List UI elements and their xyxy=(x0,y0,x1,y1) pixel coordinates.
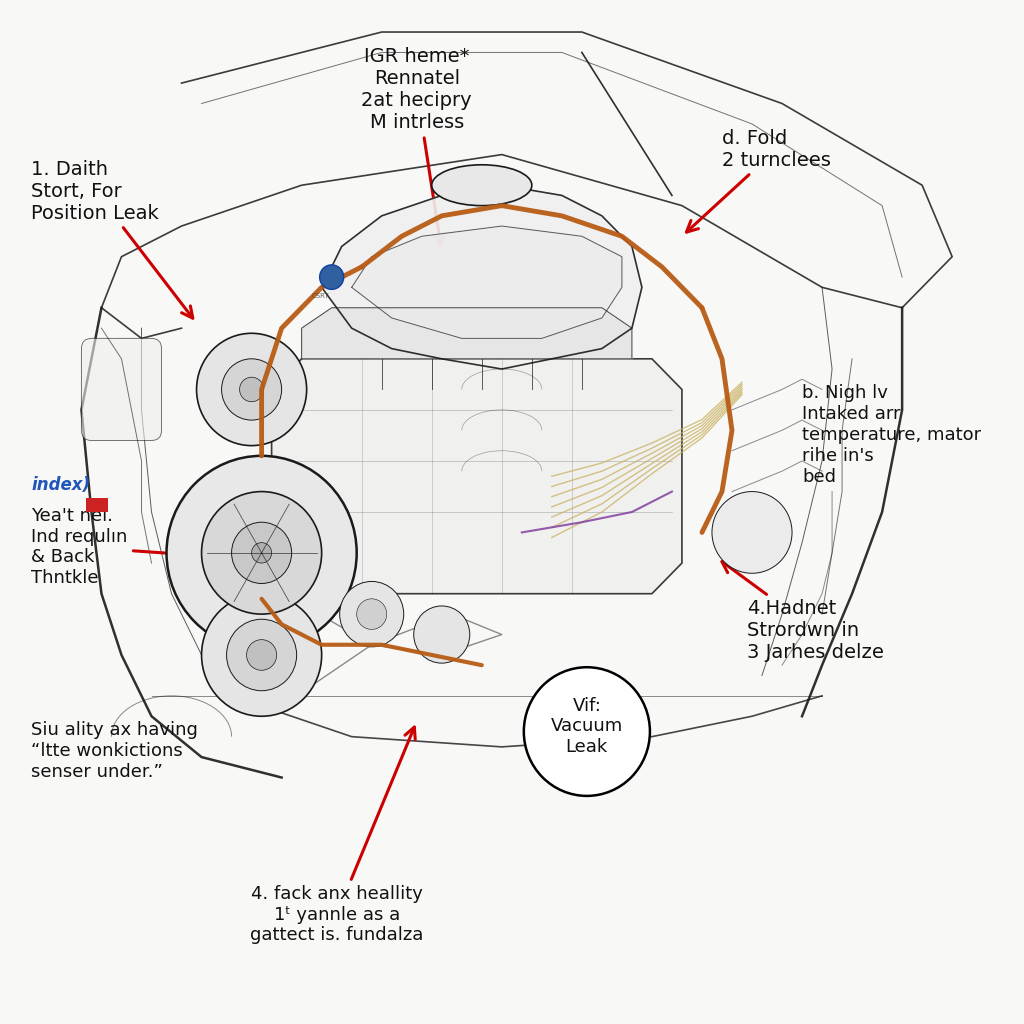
Circle shape xyxy=(524,668,650,796)
Polygon shape xyxy=(351,226,622,338)
Text: d. Fold
2 turnclees: d. Fold 2 turnclees xyxy=(686,129,830,232)
Polygon shape xyxy=(271,358,682,594)
Text: b. Nigh lv
Intaked arr
temperature, mator
rihe in's
bed: b. Nigh lv Intaked arr temperature, mato… xyxy=(802,384,981,485)
Circle shape xyxy=(240,377,263,401)
Circle shape xyxy=(202,594,322,716)
Circle shape xyxy=(167,456,356,650)
Circle shape xyxy=(202,492,322,614)
Text: CSRT: CSRT xyxy=(311,293,330,299)
Ellipse shape xyxy=(432,165,531,206)
Circle shape xyxy=(319,265,344,290)
Circle shape xyxy=(247,640,276,671)
Bar xyxy=(86,498,109,512)
Circle shape xyxy=(712,492,792,573)
Circle shape xyxy=(252,543,271,563)
Circle shape xyxy=(226,620,297,691)
Circle shape xyxy=(221,358,282,420)
Circle shape xyxy=(340,582,403,647)
Polygon shape xyxy=(302,308,632,358)
Circle shape xyxy=(231,522,292,584)
Circle shape xyxy=(356,599,387,630)
Circle shape xyxy=(414,606,470,664)
Text: Yea't nel.
Ind requlın
& Back
Thntkle: Yea't nel. Ind requlın & Back Thntkle xyxy=(32,507,230,588)
Polygon shape xyxy=(322,185,642,369)
Text: 4.Hadnet
Strordwn in
3 Jarhes delze: 4.Hadnet Strordwn in 3 Jarhes delze xyxy=(722,561,884,662)
Text: 4. fack anx heallity
1ᵗ yannle as a
gattect is. fundalza: 4. fack anx heallity 1ᵗ yannle as a gatt… xyxy=(250,727,423,944)
Text: Vif:
Vacuum
Leak: Vif: Vacuum Leak xyxy=(551,696,623,757)
Text: Siu ality ax having
“ltte wonkictions
senser under.”: Siu ality ax having “ltte wonkictions se… xyxy=(32,721,199,781)
FancyBboxPatch shape xyxy=(82,338,162,440)
Circle shape xyxy=(197,333,306,445)
Text: 1. Daith
Stort, For
Position Leak: 1. Daith Stort, For Position Leak xyxy=(32,160,193,318)
Text: IGR heme*
Rennatel
2at hecipry
M intrless: IGR heme* Rennatel 2at hecipry M intrles… xyxy=(361,47,472,246)
Text: index): index) xyxy=(32,476,90,495)
